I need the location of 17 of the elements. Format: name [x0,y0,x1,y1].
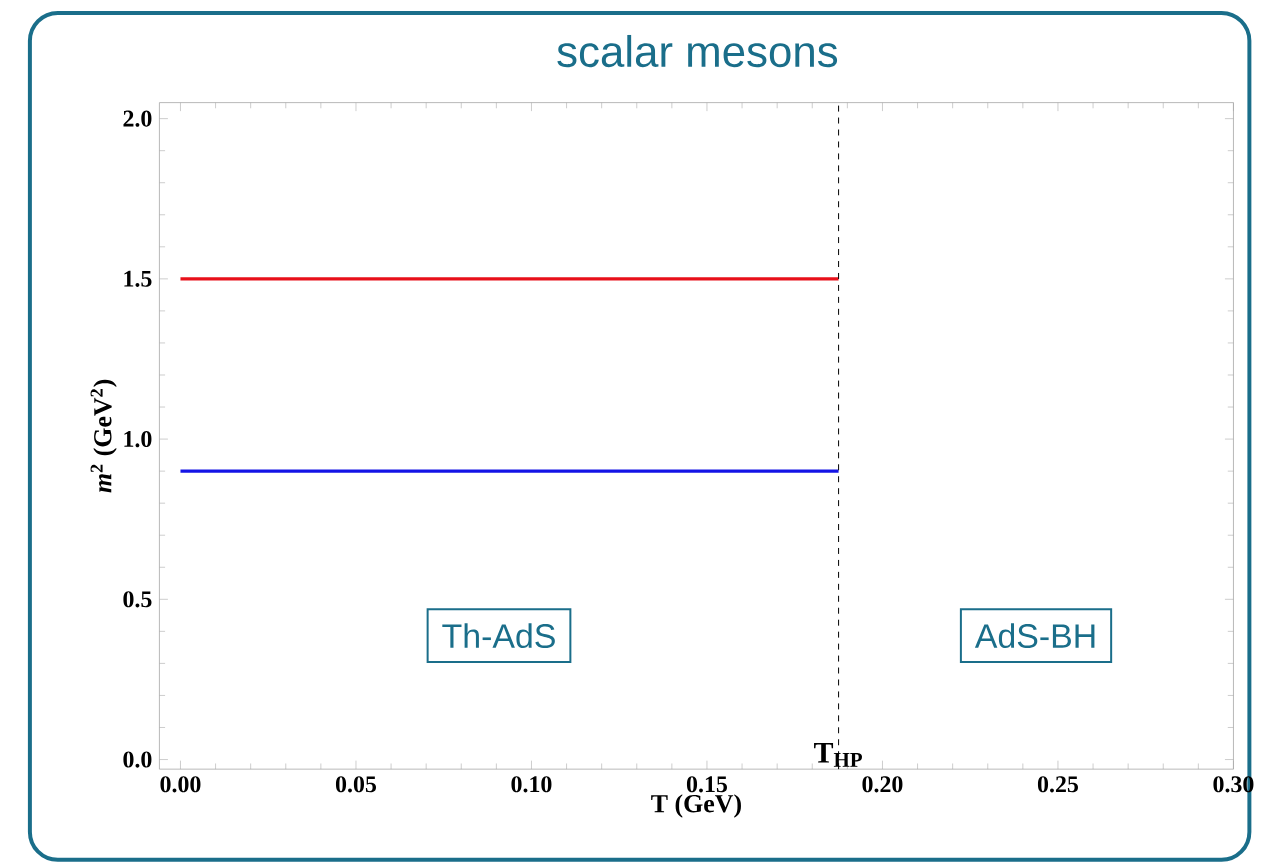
y-tick-label: 0.5 [123,591,152,608]
x-tick-label: 0.20 [862,776,903,793]
y-axis-title: m$^{2}$ (GeV$^{2}$) [90,379,117,493]
chart-title: scalar mesons [557,35,838,68]
x-tick-label: 0.10 [511,776,552,793]
y-tick-label: 1.0 [124,431,152,448]
y-tick-label: 0.0 [123,751,152,768]
x-tick-label: 0.00 [160,776,201,793]
annotation: Th-AdS [442,623,555,649]
ref-line-label: T$_{HP}$ [814,742,862,767]
x-tick-label: 0.25 [1037,776,1078,793]
x-axis-title: T (GeV) [651,794,741,818]
y-tick-label: 2.0 [123,110,152,127]
x-tick-label: 0.15 [686,776,727,793]
x-tick-label: 0.05 [335,776,376,793]
y-tick-label: 1.5 [124,270,152,288]
annotation: AdS-BH [974,623,1095,649]
